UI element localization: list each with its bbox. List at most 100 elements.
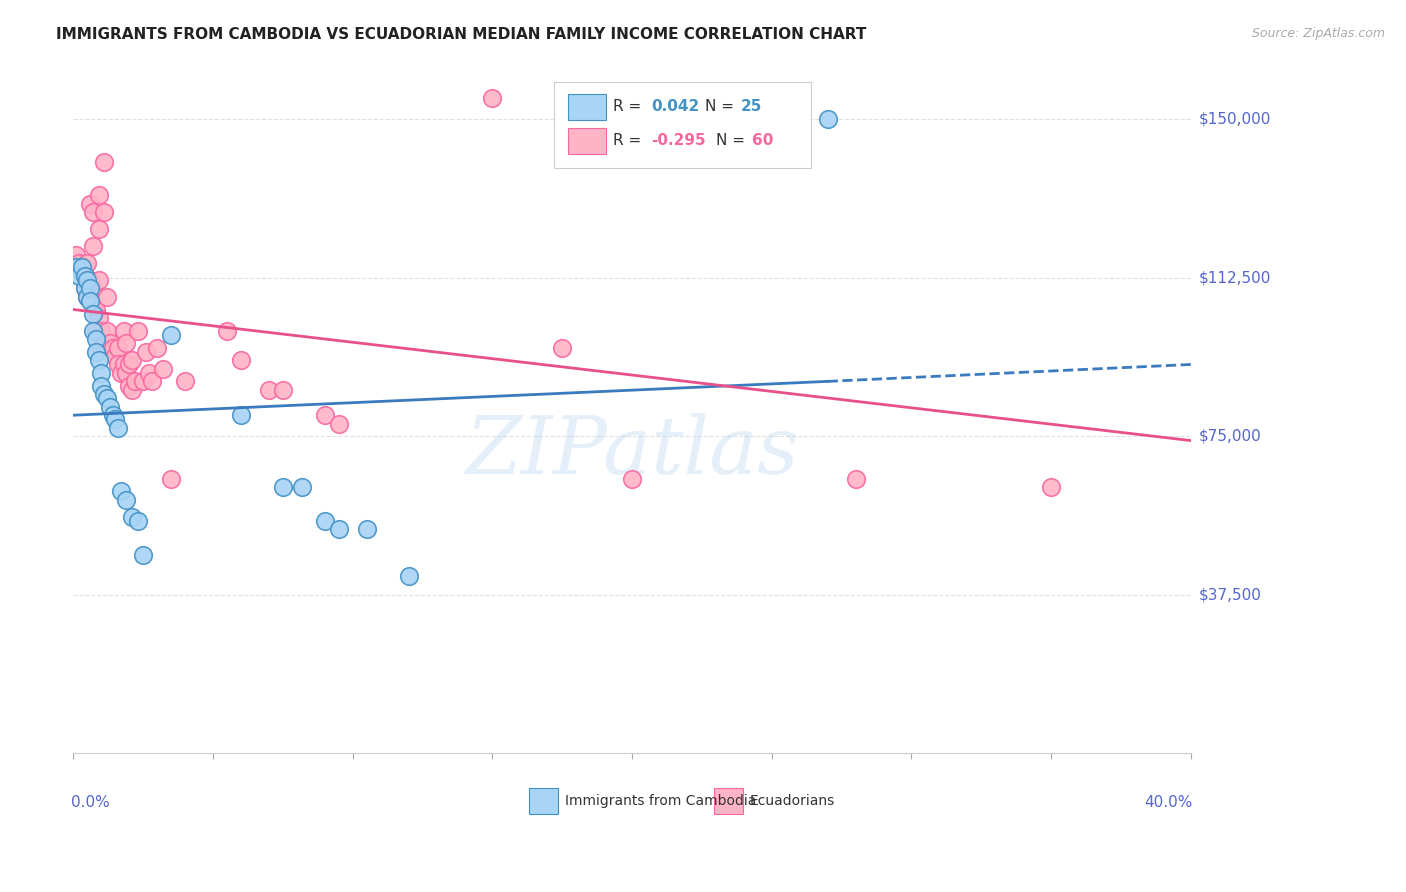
Point <box>90 341 112 355</box>
Text: ZIPatlas: ZIPatlas <box>465 413 799 491</box>
Point <box>174 375 197 389</box>
Point <box>76 256 98 270</box>
Text: IMMIGRANTS FROM CAMBODIA VS ECUADORIAN MEDIAN FAMILY INCOME CORRELATION CHART: IMMIGRANTS FROM CAMBODIA VS ECUADORIAN M… <box>56 27 866 42</box>
Point <box>124 375 146 389</box>
Point <box>96 290 118 304</box>
Point <box>112 324 135 338</box>
Point <box>621 472 644 486</box>
Point <box>79 294 101 309</box>
Point <box>67 256 90 270</box>
Point <box>115 336 138 351</box>
Text: $112,500: $112,500 <box>1199 270 1271 285</box>
Point <box>70 260 93 275</box>
Point <box>73 281 96 295</box>
Point <box>152 361 174 376</box>
Point <box>84 324 107 338</box>
Point <box>101 341 124 355</box>
Point <box>76 273 98 287</box>
Point <box>110 366 132 380</box>
Point <box>817 112 839 127</box>
Point <box>98 336 121 351</box>
Point <box>356 522 378 536</box>
Point <box>229 353 252 368</box>
Point <box>90 366 112 380</box>
Point <box>84 344 107 359</box>
Point <box>87 310 110 325</box>
Point <box>79 281 101 295</box>
Point <box>121 383 143 397</box>
Point <box>135 344 157 359</box>
FancyBboxPatch shape <box>568 128 606 154</box>
Text: R =: R = <box>613 133 647 148</box>
FancyBboxPatch shape <box>568 94 606 120</box>
Point <box>87 353 110 368</box>
Text: 60: 60 <box>752 133 773 148</box>
Point <box>115 492 138 507</box>
Point <box>90 324 112 338</box>
Point <box>107 421 129 435</box>
Point <box>82 281 104 295</box>
Point <box>551 341 574 355</box>
Point <box>79 196 101 211</box>
Point <box>82 205 104 219</box>
Text: $37,500: $37,500 <box>1199 588 1263 602</box>
Point <box>82 307 104 321</box>
Point <box>115 366 138 380</box>
Point <box>93 387 115 401</box>
Text: $150,000: $150,000 <box>1199 112 1271 127</box>
Point <box>328 417 350 431</box>
Text: R =: R = <box>613 99 647 113</box>
Point <box>271 480 294 494</box>
Point <box>65 260 87 275</box>
Text: 40.0%: 40.0% <box>1144 795 1194 810</box>
Point <box>398 569 420 583</box>
Text: 0.042: 0.042 <box>651 99 699 113</box>
Point <box>121 353 143 368</box>
Point <box>314 408 336 422</box>
Point <box>82 324 104 338</box>
Point <box>82 298 104 312</box>
Point <box>101 408 124 422</box>
Point <box>104 412 127 426</box>
Point <box>132 548 155 562</box>
Point <box>84 302 107 317</box>
Point <box>291 480 314 494</box>
Text: N =: N = <box>704 99 738 113</box>
Point <box>112 358 135 372</box>
Text: 25: 25 <box>741 99 762 113</box>
Point <box>87 273 110 287</box>
Point <box>73 268 96 283</box>
FancyBboxPatch shape <box>554 82 811 168</box>
Point <box>271 383 294 397</box>
Point <box>67 268 90 283</box>
Point <box>481 91 503 105</box>
Point <box>229 408 252 422</box>
Point <box>73 268 96 283</box>
Point <box>82 239 104 253</box>
Point <box>96 324 118 338</box>
Point <box>79 273 101 287</box>
Point <box>257 383 280 397</box>
Text: $75,000: $75,000 <box>1199 429 1261 444</box>
Point <box>96 392 118 406</box>
Text: Source: ZipAtlas.com: Source: ZipAtlas.com <box>1251 27 1385 40</box>
Text: 0.0%: 0.0% <box>72 795 110 810</box>
Point <box>132 375 155 389</box>
Point <box>1040 480 1063 494</box>
Point <box>141 375 163 389</box>
Point <box>118 358 141 372</box>
Point <box>121 509 143 524</box>
Point <box>93 154 115 169</box>
Point <box>87 188 110 202</box>
Point <box>146 341 169 355</box>
Text: N =: N = <box>716 133 749 148</box>
Point <box>70 264 93 278</box>
Point <box>90 378 112 392</box>
Point <box>93 205 115 219</box>
Point <box>98 400 121 414</box>
Point <box>160 472 183 486</box>
Point <box>110 484 132 499</box>
Point <box>118 378 141 392</box>
Text: Immigrants from Cambodia: Immigrants from Cambodia <box>565 794 756 807</box>
Point <box>127 324 149 338</box>
